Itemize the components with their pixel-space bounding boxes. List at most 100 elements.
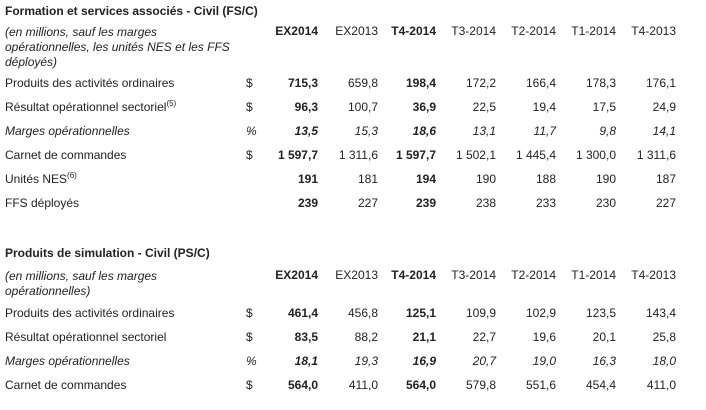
cell: 166,4 xyxy=(525,76,556,90)
row-label: Résultat opérationnel sectoriel(5) xyxy=(5,99,177,115)
cell: 36,9 xyxy=(412,100,436,114)
cell: 176,1 xyxy=(645,76,676,90)
row-label: Produits des activités ordinaires xyxy=(5,76,175,90)
cell: 1 300,0 xyxy=(575,148,616,162)
cell: 227 xyxy=(357,196,378,210)
row-label: Résultat opérationnel sectoriel xyxy=(5,330,167,344)
cell: 191 xyxy=(297,172,318,186)
cell: 239 xyxy=(415,196,436,210)
cell: 188 xyxy=(535,172,556,186)
row-label: Produits des activités ordinaires xyxy=(5,306,175,320)
col-header: T4-2013 xyxy=(631,268,676,282)
cell: 19,0 xyxy=(532,354,556,368)
row-unit: $ xyxy=(246,378,253,392)
cell: 20,1 xyxy=(592,330,616,344)
header-row: EX2014 EX2013 T4-2014 T3-2014 T2-2014 T1… xyxy=(0,266,706,284)
cell: 190 xyxy=(475,172,496,186)
cell: 411,0 xyxy=(348,378,378,392)
col-header: T1-2014 xyxy=(571,24,616,38)
table-row: FFS déployés 239 227 239 238 233 230 227 xyxy=(0,194,706,212)
cell: 19,4 xyxy=(532,100,556,114)
section-title: Formation et services associés - Civil (… xyxy=(5,4,258,18)
cell: 1 311,6 xyxy=(338,148,378,162)
col-header: EX2014 xyxy=(275,24,318,38)
cell: 233 xyxy=(535,196,556,210)
cell: 454,4 xyxy=(585,378,616,392)
row-label: Carnet de commandes xyxy=(5,148,127,162)
cell: 123,5 xyxy=(585,306,616,320)
cell: 564,0 xyxy=(405,378,436,392)
col-header: T4-2014 xyxy=(391,268,436,282)
cell: 16,9 xyxy=(412,354,436,368)
cell: 551,6 xyxy=(525,378,556,392)
section-note: (en millions, sauf les marges opérationn… xyxy=(5,269,158,298)
cell: 11,7 xyxy=(533,124,556,138)
header-row: EX2014 EX2013 T4-2014 T3-2014 T2-2014 T1… xyxy=(0,22,706,40)
row-label: Unités NES(6) xyxy=(5,171,77,187)
cell: 715,3 xyxy=(287,76,318,90)
cell: 100,7 xyxy=(347,100,378,114)
cell: 190 xyxy=(595,172,616,186)
cell: 17,5 xyxy=(592,100,616,114)
cell: 178,3 xyxy=(585,76,616,90)
cell: 18,1 xyxy=(294,354,318,368)
cell: 19,6 xyxy=(532,330,556,344)
cell: 13,1 xyxy=(472,124,496,138)
table-row: Résultat opérationnel sectoriel $ 83,5 8… xyxy=(0,328,706,346)
cell: 109,9 xyxy=(465,306,496,320)
cell: 19,3 xyxy=(354,354,378,368)
cell: 187 xyxy=(655,172,676,186)
cell: 13,5 xyxy=(294,124,318,138)
cell: 564,0 xyxy=(287,378,318,392)
section-note: (en millions, sauf les marges opérationn… xyxy=(5,25,230,69)
table-row: Produits des activités ordinaires $ 715,… xyxy=(0,74,706,92)
cell: 102,9 xyxy=(525,306,556,320)
cell: 230 xyxy=(595,196,616,210)
row-unit: $ xyxy=(246,100,253,114)
cell: 659,8 xyxy=(347,76,378,90)
cell: 239 xyxy=(297,196,318,210)
cell: 25,8 xyxy=(652,330,676,344)
cell: 411,0 xyxy=(646,378,676,392)
cell: 461,4 xyxy=(287,306,318,320)
col-header: T1-2014 xyxy=(571,268,616,282)
cell: 18,0 xyxy=(652,354,676,368)
section-title: Produits de simulation - Civil (PS/C) xyxy=(5,246,210,260)
col-header: EX2014 xyxy=(275,268,318,282)
cell: 16,3 xyxy=(592,354,616,368)
cell: 22,7 xyxy=(472,330,496,344)
cell: 88,2 xyxy=(354,330,378,344)
table-row: Marges opérationnelles % 13,5 15,3 18,6 … xyxy=(0,122,706,140)
cell: 125,1 xyxy=(405,306,436,320)
col-header: EX2013 xyxy=(335,24,378,38)
row-unit: $ xyxy=(246,306,253,320)
table-row: Carnet de commandes $ 564,0 411,0 564,0 … xyxy=(0,376,706,394)
cell: 1 502,1 xyxy=(455,148,496,162)
cell: 227 xyxy=(655,196,676,210)
cell: 9,8 xyxy=(599,124,616,138)
cell: 1 311,6 xyxy=(636,148,676,162)
cell: 14,1 xyxy=(652,124,676,138)
cell: 21,1 xyxy=(412,330,436,344)
table-row: Résultat opérationnel sectoriel(5) $ 96,… xyxy=(0,98,706,116)
row-unit: $ xyxy=(246,76,253,90)
row-unit: $ xyxy=(246,148,253,162)
cell: 579,8 xyxy=(465,378,496,392)
cell: 238 xyxy=(475,196,496,210)
row-unit: $ xyxy=(246,330,253,344)
col-header: T2-2014 xyxy=(511,268,556,282)
row-label: Marges opérationnelles xyxy=(5,124,130,138)
col-header: EX2013 xyxy=(335,268,378,282)
col-header: T3-2014 xyxy=(451,268,496,282)
cell: 181 xyxy=(357,172,378,186)
cell: 1 597,7 xyxy=(277,148,318,162)
row-label: FFS déployés xyxy=(5,196,80,210)
col-header: T3-2014 xyxy=(451,24,496,38)
cell: 96,3 xyxy=(294,100,318,114)
cell: 194 xyxy=(415,172,436,186)
table-row: Produits des activités ordinaires $ 461,… xyxy=(0,304,706,322)
row-unit: % xyxy=(246,124,257,138)
cell: 15,3 xyxy=(354,124,378,138)
cell: 1 597,7 xyxy=(395,148,436,162)
